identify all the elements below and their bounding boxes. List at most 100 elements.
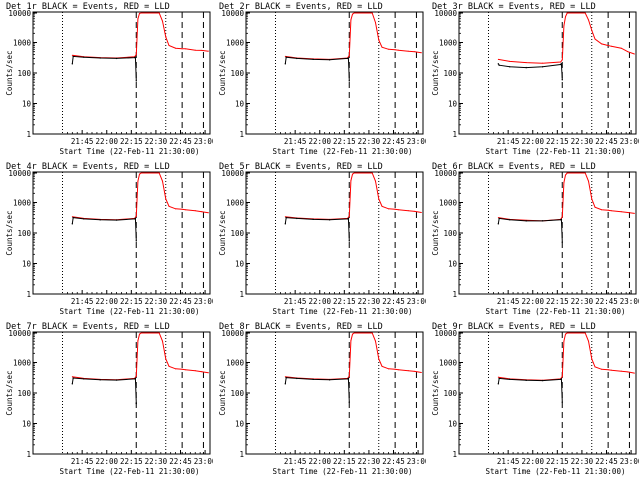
series-lld (498, 332, 635, 381)
x-axis-label: Start Time (22-Feb-11 21:30:00) (486, 147, 626, 156)
series-lld (498, 172, 635, 222)
lld-point (542, 62, 544, 64)
y-tick-label: 1000 (13, 359, 32, 368)
x-tick-label: 22:45 (595, 297, 618, 306)
lld-point (194, 210, 196, 212)
events-point (560, 218, 563, 221)
lld-point (135, 215, 137, 217)
lld-point (584, 12, 586, 14)
y-tick-label: 10000 (434, 169, 457, 178)
y-tick-label: 100 (230, 229, 244, 238)
x-tick-label: 23:00 (194, 137, 213, 146)
lld-point (561, 375, 563, 377)
x-tick-label: 22:00 (521, 137, 544, 146)
lld-point (565, 333, 567, 335)
plot-frame (32, 171, 211, 295)
lld-point (181, 48, 183, 50)
lld-point (497, 376, 499, 378)
lld-point (348, 215, 350, 217)
panel-svg: Det 9r BLACK = Events, RED = LLD 1 10 100 10… (431, 322, 639, 476)
detector-panel-3: Det 3r BLACK = Events, RED = LLD 1 10 100 10… (426, 0, 639, 160)
lld-point (397, 209, 399, 211)
lld-point (591, 198, 593, 200)
lld-point (627, 212, 629, 214)
y-axis-label: Counts/sec (5, 370, 14, 415)
series-lld (498, 12, 635, 64)
lld-point (175, 208, 177, 210)
lld-point (568, 12, 570, 14)
lld-point (591, 29, 593, 31)
lld-point (142, 12, 144, 14)
lld-point (153, 12, 155, 14)
y-axis-label: Counts/sec (431, 370, 440, 415)
lld-point (135, 54, 137, 56)
lld-point (371, 332, 373, 334)
events-point (498, 377, 500, 380)
events-point (134, 377, 137, 380)
x-tick-label: 22:00 (521, 297, 544, 306)
x-tick-label: 23:00 (620, 297, 639, 306)
lld-point (394, 368, 396, 370)
x-tick-label: 22:45 (595, 457, 618, 466)
lld-point (388, 208, 390, 210)
x-tick-label: 21:45 (497, 137, 520, 146)
panel-svg: Det 7r BLACK = Events, RED = LLD 1 10 100 10… (5, 322, 213, 476)
lld-point (374, 180, 376, 182)
y-tick-label: 1000 (226, 199, 245, 208)
lld-point (509, 60, 511, 62)
panel-title: Det 9r BLACK = Events, RED = LLD (432, 322, 596, 332)
lld-point (71, 216, 73, 218)
lld-point (158, 12, 160, 14)
x-tick-label: 22:30 (358, 457, 381, 466)
x-tick-label: 22:45 (169, 457, 192, 466)
x-tick-label: 21:45 (284, 457, 307, 466)
panel-title: Det 2r BLACK = Events, RED = LLD (219, 2, 383, 12)
lld-point (633, 372, 635, 374)
events-point (560, 378, 563, 380)
y-tick-label: 1 (452, 450, 457, 459)
events-point (83, 378, 85, 380)
y-tick-label: 1000 (13, 39, 32, 48)
detector-panel-6: Det 6r BLACK = Events, RED = LLD 1 10 100 10… (426, 160, 639, 320)
events-point (71, 223, 74, 225)
y-tick-label: 10 (22, 260, 32, 269)
events-point (72, 216, 74, 219)
x-tick-label: 22:00 (308, 137, 331, 146)
events-point (83, 218, 85, 220)
lld-point (394, 49, 396, 51)
lld-point (584, 332, 586, 334)
x-tick-label: 21:45 (497, 297, 520, 306)
lld-point (627, 51, 629, 53)
plot-frame (32, 11, 211, 135)
lld-point (497, 217, 499, 219)
x-tick-label: 22:30 (358, 137, 381, 146)
events-point (509, 378, 511, 381)
plot-frame (458, 11, 637, 135)
lld-point (353, 332, 355, 334)
lld-point (135, 375, 137, 377)
panel-svg: Det 6r BLACK = Events, RED = LLD 1 10 100 10… (431, 162, 639, 316)
y-tick-label: 100 (230, 69, 244, 78)
lld-point (397, 49, 399, 51)
events-point (71, 63, 74, 65)
y-tick-label: 100 (17, 229, 31, 238)
lld-point (607, 44, 609, 46)
series-lld (285, 332, 422, 380)
lld-point (587, 180, 589, 182)
lld-point (168, 205, 170, 207)
x-tick-label: 22:15 (120, 297, 143, 306)
lld-point (184, 48, 186, 50)
lld-point (71, 376, 73, 378)
panel-svg: Det 1r BLACK = Events, RED = LLD 1 10 100 10… (5, 2, 213, 156)
detector-panel-7: Det 7r BLACK = Events, RED = LLD 1 10 100 10… (0, 320, 213, 480)
y-tick-label: 1000 (226, 39, 245, 48)
y-tick-label: 10 (22, 420, 32, 429)
y-tick-label: 10000 (434, 329, 457, 338)
lld-point (184, 369, 186, 371)
y-axis-label: Counts/sec (5, 50, 14, 95)
events-point (328, 379, 331, 381)
lld-point (201, 49, 203, 51)
events-point (135, 80, 137, 82)
plot-frame (245, 331, 424, 455)
events-point (541, 379, 544, 382)
